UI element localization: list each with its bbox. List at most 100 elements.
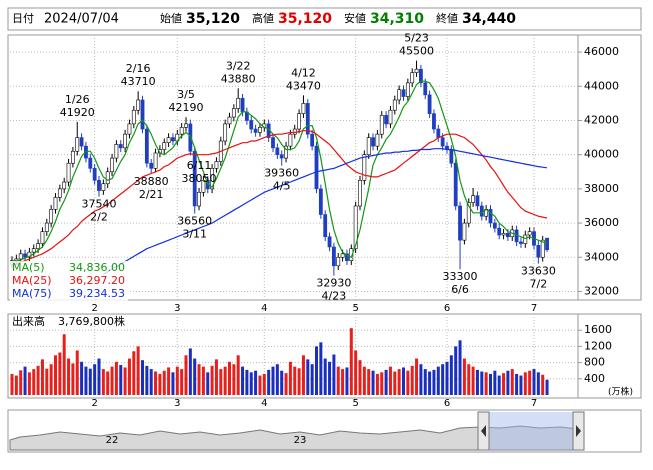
volume-bar — [528, 370, 532, 395]
candle-body — [340, 253, 345, 258]
candle-body — [449, 149, 454, 164]
candle-body — [40, 231, 45, 244]
candle-body — [166, 137, 171, 144]
candle-body — [258, 127, 262, 133]
candle-body — [497, 227, 502, 236]
field-value: 34,440 — [462, 11, 516, 27]
volume-bar — [345, 367, 349, 395]
annotation-date: 2/21 — [139, 188, 164, 201]
candle-body — [75, 137, 80, 152]
annotation-date: 1/26 — [65, 93, 90, 106]
candle-body — [79, 137, 84, 147]
candle-body — [127, 123, 132, 135]
candle-body — [379, 115, 384, 135]
volume-bar — [175, 366, 179, 395]
legend-value: 36,297.20 — [69, 274, 125, 287]
navigator-handle[interactable] — [572, 411, 585, 451]
candle-body — [540, 239, 545, 258]
candle-body — [192, 150, 197, 207]
x-tick-label: 4 — [261, 398, 267, 409]
candle-body — [271, 137, 275, 149]
candle-body — [427, 94, 432, 114]
volume-bar — [545, 379, 549, 395]
volume-bar — [71, 363, 75, 395]
candle-body — [471, 195, 476, 203]
annotation-date: 7/2 — [529, 278, 547, 291]
annotation-value: 36560 — [177, 214, 212, 227]
volume-bar — [349, 328, 353, 395]
candle-body — [466, 202, 471, 224]
candle-body — [297, 113, 302, 130]
volume-bar — [228, 361, 231, 395]
candle-body — [505, 233, 510, 238]
volume-bar — [419, 364, 423, 395]
volume-bar — [249, 372, 253, 395]
volume-bar — [101, 369, 105, 395]
volume-bar — [67, 358, 71, 395]
annotation-value: 33630 — [521, 265, 556, 278]
ma-line — [102, 148, 548, 275]
candle-body — [301, 103, 306, 114]
volume-bar — [306, 359, 310, 395]
volume-bar — [423, 369, 427, 395]
annotation-value: 38880 — [134, 175, 169, 188]
navigator-selection[interactable] — [489, 412, 573, 450]
annotation-value: 43710 — [121, 75, 156, 88]
volume-bar — [497, 375, 501, 395]
x-tick-label: 6 — [444, 398, 450, 409]
candle-body — [92, 168, 97, 181]
candle-body — [236, 97, 241, 109]
y-tick-label: 34000 — [584, 250, 619, 263]
candle-body — [49, 209, 54, 224]
candle-body — [105, 171, 110, 185]
volume-bar — [388, 366, 392, 395]
volume-unit: (万株) — [608, 386, 633, 398]
volume-bar — [475, 369, 479, 395]
candle-body — [179, 127, 184, 135]
annotation-date: 2/16 — [126, 62, 151, 75]
volume-bar — [45, 368, 49, 395]
candle-body — [536, 244, 541, 258]
candle-body — [66, 162, 71, 183]
volume-bar — [328, 361, 332, 395]
candle-body — [253, 128, 258, 133]
volume-bar — [14, 375, 18, 395]
y-tick-label: 1600 — [584, 323, 612, 336]
volume-bar — [10, 373, 14, 395]
volume-bar — [214, 359, 218, 395]
volume-bar — [267, 369, 271, 395]
candle-body — [123, 133, 128, 149]
candle-body — [405, 82, 410, 97]
volume-bar — [449, 355, 453, 395]
candle-body — [458, 205, 462, 241]
volume-bar — [197, 364, 201, 395]
volume-bar — [502, 373, 506, 395]
navigator-label: 23 — [294, 435, 307, 446]
candle-body — [462, 222, 467, 241]
candle-body — [71, 150, 75, 164]
candle-body — [227, 116, 232, 125]
x-tick-label: 7 — [531, 303, 537, 314]
x-tick-label: 3 — [174, 398, 180, 409]
annotation-date: 6/6 — [451, 283, 469, 296]
volume-bar — [88, 368, 92, 395]
candle-body — [397, 89, 402, 101]
volume-bar — [223, 366, 227, 395]
volume-bar — [180, 369, 184, 395]
candle-body — [136, 99, 141, 111]
candle-body — [284, 145, 288, 159]
navigator-handle[interactable] — [477, 411, 490, 451]
volume-bar — [32, 369, 36, 395]
x-tick-label: 4 — [261, 303, 267, 314]
ma-line — [11, 80, 548, 263]
y-tick-label: 46000 — [584, 45, 619, 58]
ma-line — [11, 130, 548, 267]
field-value: 35,120 — [186, 11, 240, 27]
annotation-value: 37540 — [82, 198, 117, 211]
volume-bar — [141, 360, 144, 395]
candle-body — [97, 180, 101, 191]
volume-bar — [40, 359, 44, 395]
candle-body — [62, 181, 67, 190]
volume-bar — [193, 358, 197, 395]
